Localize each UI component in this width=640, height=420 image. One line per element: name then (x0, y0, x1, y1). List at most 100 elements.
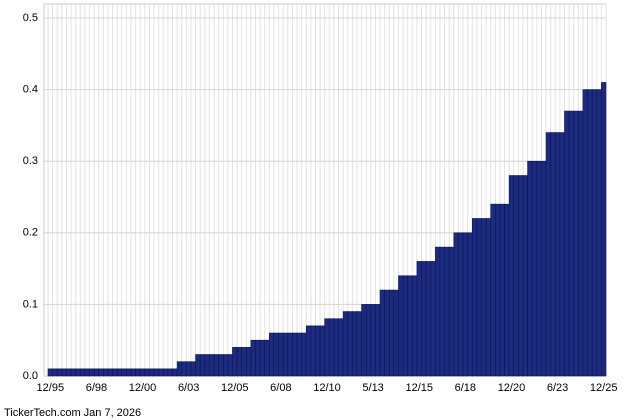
bar (356, 311, 362, 377)
y-tick-label: 0.5 (23, 12, 38, 24)
bar (398, 275, 404, 377)
bar (292, 332, 298, 377)
bar (296, 332, 302, 377)
x-tick-label: 6/18 (455, 382, 476, 394)
bar (70, 368, 76, 377)
y-tick-label: 0.4 (23, 84, 38, 96)
y-tick-label: 0.1 (23, 298, 38, 310)
bar (573, 110, 579, 377)
bar (315, 325, 321, 377)
bar (439, 246, 445, 377)
y-tick-label: 0.0 (23, 370, 38, 382)
bar (587, 89, 593, 377)
bar (458, 232, 464, 377)
bar (518, 175, 524, 377)
bar (435, 246, 441, 377)
x-tick-label: 6/03 (178, 382, 199, 394)
bar (342, 311, 349, 377)
bar (476, 218, 482, 377)
bar (564, 110, 570, 377)
bar (365, 304, 372, 377)
bar (324, 318, 330, 377)
bar (338, 318, 344, 377)
bar (245, 347, 252, 377)
bar (218, 354, 224, 377)
bar (504, 203, 510, 377)
bar (531, 160, 538, 377)
bar (305, 325, 312, 377)
footer: TickerTech.com Jan 7, 2026 (4, 407, 141, 419)
bar (153, 368, 159, 377)
bar (139, 368, 146, 377)
bar (554, 132, 561, 377)
bar (485, 218, 492, 377)
x-tick-label: 5/13 (362, 382, 383, 394)
bar (278, 332, 284, 377)
bar (204, 354, 210, 377)
bar (416, 261, 422, 377)
bar (222, 354, 229, 377)
bar (144, 368, 150, 377)
bar (425, 261, 432, 377)
bar (347, 311, 353, 377)
bar (490, 203, 496, 377)
bar (52, 368, 58, 377)
bar (333, 318, 339, 377)
bar (227, 354, 233, 377)
bar (56, 368, 63, 377)
bar (269, 332, 275, 377)
bar (471, 218, 478, 377)
bar (103, 368, 109, 377)
bar (264, 339, 270, 377)
bar (384, 289, 390, 377)
bar (448, 246, 455, 377)
bar (93, 368, 100, 377)
bar (158, 368, 164, 377)
bar (508, 175, 515, 377)
bar (287, 332, 293, 377)
x-tick-label: 12/95 (37, 382, 65, 394)
bar (190, 361, 196, 377)
bar (176, 361, 183, 377)
bar (61, 368, 67, 377)
bar (430, 261, 436, 377)
bar (301, 332, 307, 377)
bar (236, 347, 242, 377)
bar (361, 304, 367, 377)
x-tick-label: 12/20 (498, 382, 526, 394)
x-tick-label: 6/23 (547, 382, 568, 394)
bar (522, 175, 528, 377)
bar (181, 361, 187, 377)
bar (112, 368, 118, 377)
bar (209, 354, 215, 377)
x-tick-label: 12/05 (221, 382, 249, 394)
bar (536, 160, 542, 377)
bar (186, 361, 192, 377)
bar (550, 132, 556, 377)
bar (545, 132, 551, 377)
bar (601, 82, 607, 377)
bar (84, 368, 90, 377)
bar (582, 89, 588, 377)
bar (412, 275, 418, 377)
bar (135, 368, 141, 377)
bar (375, 304, 381, 377)
bar (195, 354, 201, 377)
bar (75, 368, 81, 377)
bar (467, 232, 473, 377)
bar (393, 289, 399, 377)
x-tick-label: 6/98 (86, 382, 107, 394)
bar (499, 203, 505, 377)
bar (370, 304, 376, 377)
bar (232, 347, 238, 377)
x-tick-label: 12/25 (590, 382, 618, 394)
bar (282, 332, 289, 377)
bar (241, 347, 247, 377)
bar (541, 160, 547, 377)
bar (66, 368, 72, 377)
bar (89, 368, 95, 377)
bar (107, 368, 113, 377)
bar (319, 325, 325, 377)
x-tick-label: 12/10 (313, 382, 341, 394)
bar (47, 368, 53, 377)
